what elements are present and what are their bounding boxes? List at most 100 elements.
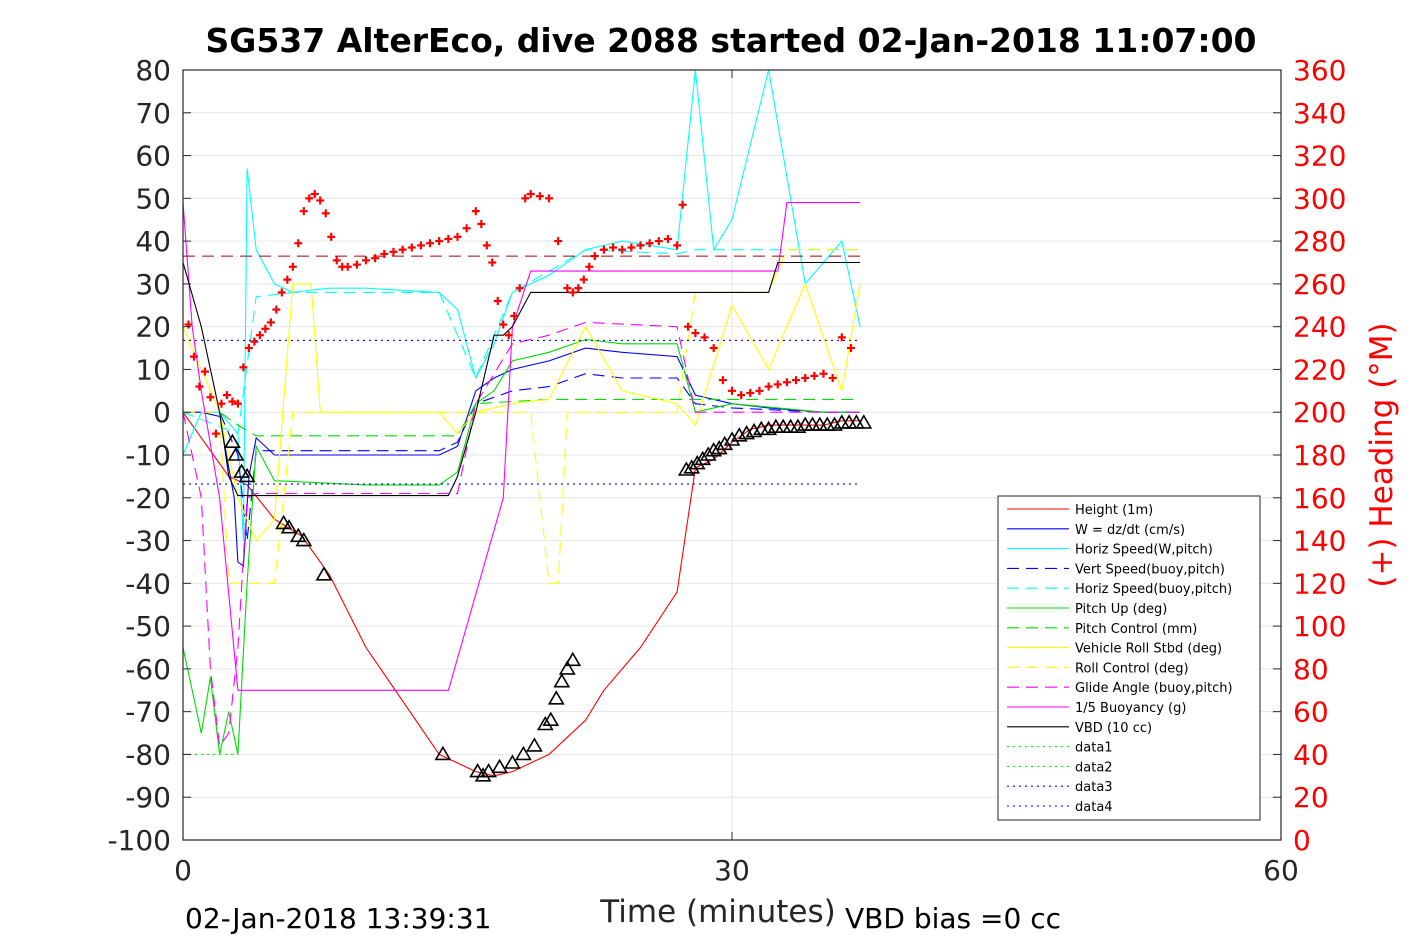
heading-point xyxy=(526,190,535,199)
y-tick-label: 30 xyxy=(135,268,171,301)
y-tick-label: 60 xyxy=(135,140,171,173)
y-tick-label: -100 xyxy=(107,824,171,857)
heading-point xyxy=(398,245,407,254)
heading-point xyxy=(453,232,462,241)
heading-point xyxy=(255,331,264,340)
triangle-marker xyxy=(227,446,245,461)
y-tick-label: -20 xyxy=(125,482,171,515)
heading-point xyxy=(568,288,577,297)
y-tick-label: 80 xyxy=(135,54,171,87)
x-axis: 0 30 60 xyxy=(174,70,1299,887)
triangle-marker xyxy=(694,450,712,466)
x-tick-label: 60 xyxy=(1263,854,1299,887)
heading-point xyxy=(746,388,755,397)
heading-point xyxy=(574,284,583,293)
heading-point xyxy=(261,324,270,333)
legend-label: data2 xyxy=(1075,760,1113,775)
heading-layer xyxy=(183,190,861,438)
heading-point xyxy=(846,344,855,353)
heading-point xyxy=(499,320,508,329)
heading-point xyxy=(352,260,361,269)
right-y-tick-label: 360 xyxy=(1293,54,1346,87)
series-line-12 xyxy=(182,261,861,497)
triangle-marker xyxy=(491,758,508,774)
right-y-tick-label: 300 xyxy=(1293,182,1346,215)
heading-point xyxy=(332,256,341,265)
legend-label: Horiz Speed(W,pitch) xyxy=(1075,543,1213,558)
y-tick-label: -80 xyxy=(125,738,171,771)
heading-point xyxy=(233,399,242,408)
heading-point xyxy=(488,258,497,267)
right-y-tick-label: 200 xyxy=(1293,396,1346,429)
y-tick-label: -90 xyxy=(125,781,171,814)
right-y-tick-label: 60 xyxy=(1293,696,1329,729)
heading-point xyxy=(563,284,572,293)
triangle-marker xyxy=(558,660,576,675)
heading-point xyxy=(294,239,303,248)
triangle-marker xyxy=(547,690,565,705)
right-y-tick-label: 120 xyxy=(1293,567,1346,600)
legend-label: Vert Speed(buoy,pitch) xyxy=(1075,562,1225,577)
heading-point xyxy=(554,237,563,246)
right-y-axis: 3603403203002802602402202001801601401201… xyxy=(1273,54,1346,857)
heading-point xyxy=(435,237,444,246)
triangle-marker xyxy=(238,467,256,483)
triangle-marker xyxy=(295,532,313,547)
heading-point xyxy=(321,209,330,218)
triangle-marker xyxy=(289,527,307,543)
legend-label: VBD (10 cc) xyxy=(1075,721,1152,736)
heading-point xyxy=(250,337,259,346)
heading-point xyxy=(299,207,308,216)
legend-label: Horiz Speed(buoy,pitch) xyxy=(1075,582,1232,597)
legend-label: Height (1m) xyxy=(1075,503,1153,518)
heading-point xyxy=(362,256,370,265)
legend-label: W = dz/dt (cm/s) xyxy=(1075,523,1185,538)
right-y-tick-label: 320 xyxy=(1293,140,1346,173)
heading-point xyxy=(609,243,618,252)
heading-point xyxy=(579,275,588,284)
heading-point xyxy=(521,194,530,203)
right-y-tick-label: 340 xyxy=(1293,97,1346,130)
series-line-3 xyxy=(182,69,861,541)
heading-point xyxy=(792,376,801,385)
heading-point xyxy=(510,311,519,320)
legend-label: Glide Angle (buoy,pitch) xyxy=(1075,681,1233,696)
legend-label: data3 xyxy=(1075,780,1113,795)
heading-point xyxy=(444,234,453,243)
heading-point xyxy=(371,254,380,263)
right-y-tick-label: 100 xyxy=(1293,610,1346,643)
triangle-marker xyxy=(688,455,706,470)
right-y-tick-label: 160 xyxy=(1293,482,1346,515)
triangle-marker xyxy=(469,763,486,778)
heading-point xyxy=(709,344,718,353)
heading-point xyxy=(773,380,782,389)
legend-box xyxy=(997,495,1261,821)
heading-point xyxy=(764,382,773,391)
triangle-marker xyxy=(564,651,582,667)
heading-point xyxy=(636,241,645,250)
heading-point xyxy=(189,352,198,361)
heading-point xyxy=(700,333,709,342)
triangle-marker xyxy=(826,416,843,431)
heading-point xyxy=(195,382,204,391)
heading-point xyxy=(316,196,325,205)
right-y-tick-label: 140 xyxy=(1293,525,1346,558)
right-y-tick-label: 280 xyxy=(1293,225,1346,258)
triangle-marker xyxy=(233,463,250,478)
y-tick-label: 10 xyxy=(135,353,171,386)
heading-point xyxy=(206,393,215,402)
x-tick-label: 0 xyxy=(174,854,192,887)
heading-point xyxy=(782,378,791,387)
y-tick-label: -40 xyxy=(125,567,171,600)
triangle-marker xyxy=(434,745,452,761)
y-tick-label: 50 xyxy=(135,182,171,215)
heading-point xyxy=(426,239,435,248)
heading-point xyxy=(819,369,828,378)
heading-point xyxy=(673,241,682,250)
heading-point xyxy=(627,243,636,252)
heading-point xyxy=(737,391,746,400)
series-line-2 xyxy=(183,347,861,568)
right-y-tick-label: 240 xyxy=(1293,311,1346,344)
y-tick-label: -30 xyxy=(125,525,171,558)
